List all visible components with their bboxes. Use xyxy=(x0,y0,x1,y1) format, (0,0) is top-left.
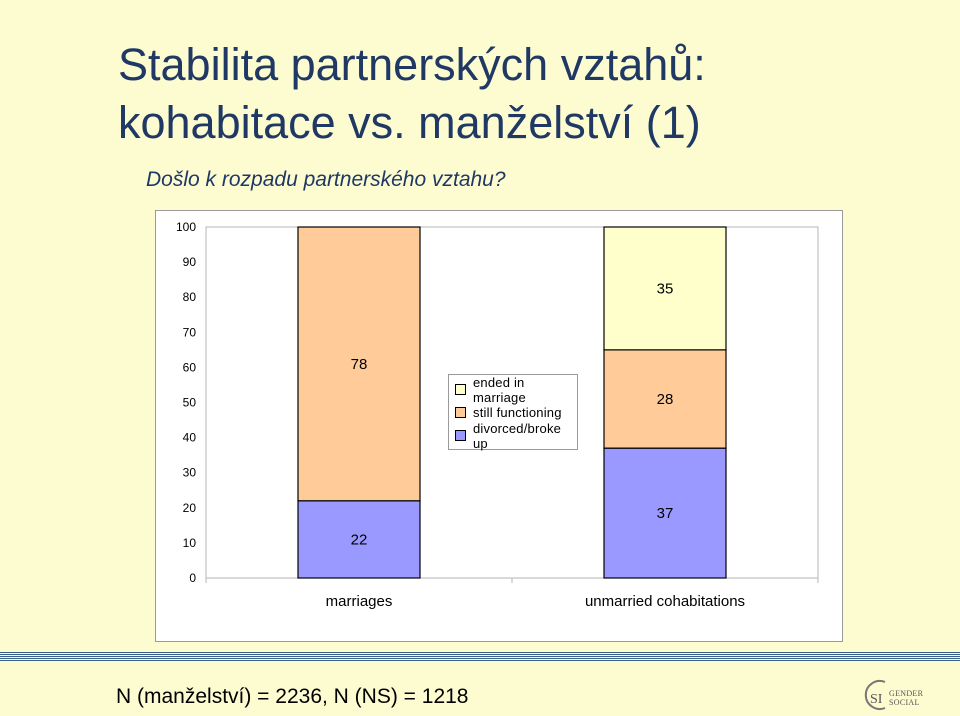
y-tick-label-60: 60 xyxy=(183,360,197,374)
bar-1-ended-in-marriage xyxy=(603,226,727,351)
y-tick-label-40: 40 xyxy=(183,431,197,445)
bar-0-still-functioning xyxy=(297,226,421,502)
stacked-bar-chart: 0 10 20 30 40 50 60 70 80 90 100 22 78 marriages 37 28 3… xyxy=(176,220,819,610)
y-tick-label-70: 70 xyxy=(183,325,197,339)
x-category-label-0: marriages xyxy=(326,593,393,610)
x-category-label-1: unmarried cohabitations xyxy=(585,593,745,610)
logo-mark: SI xyxy=(870,692,883,707)
slide-subtitle: Došlo k rozpadu partnerského vztahu? xyxy=(146,168,506,191)
bar-0-divorced-broke-up xyxy=(297,500,421,579)
y-tick-label-90: 90 xyxy=(183,255,197,269)
data-label-1-1: 28 xyxy=(657,391,674,408)
legend-swatch-divorced-broke-up xyxy=(455,430,466,441)
slide-title-line-2: kohabitace vs. manželství (1) xyxy=(118,97,701,148)
legend-item-divorced-broke-up: divorced/broke up xyxy=(449,421,577,451)
gender-social-logo: SI xyxy=(864,680,886,710)
legend-label-ended-in-marriage: ended in marriage xyxy=(473,374,526,405)
y-tick-label-0: 0 xyxy=(189,571,196,585)
slide-title: Stabilita partnerských vztahů: kohabitac… xyxy=(118,36,938,152)
footer-divider xyxy=(0,652,960,661)
bar-1-still-functioning xyxy=(603,349,727,449)
legend-label-still-functioning: still functioning xyxy=(473,405,562,420)
data-label-1-2: 35 xyxy=(657,280,674,297)
chart-legend: ended in marriage still functioning divo… xyxy=(448,374,578,451)
legend-item-still-functioning: still functioning xyxy=(449,401,577,424)
logo-text: GENDER SOCIAL xyxy=(889,689,923,707)
chart-area: 0 10 20 30 40 50 60 70 80 90 100 22 78 marriages 37 28 3… xyxy=(155,210,843,642)
data-label-0-1: 78 xyxy=(351,356,368,373)
data-label-0-0: 22 xyxy=(351,531,368,548)
slide-title-line-1: Stabilita partnerských vztahů: xyxy=(118,39,706,90)
legend-label-divorced-broke-up: divorced/broke up xyxy=(473,420,562,451)
legend-swatch-still-functioning xyxy=(455,407,466,418)
y-tick-label-100: 100 xyxy=(176,220,196,234)
bar-1-divorced-broke-up xyxy=(603,447,727,579)
data-label-1-0: 37 xyxy=(657,505,674,522)
y-tick-label-10: 10 xyxy=(183,536,197,550)
logo-text-line-2: SOCIAL xyxy=(889,698,920,707)
sample-size-note: N (manželství) = 2236, N (NS) = 1218 xyxy=(116,685,469,708)
y-tick-label-20: 20 xyxy=(183,501,197,515)
y-tick-label-80: 80 xyxy=(183,290,197,304)
legend-item-ended-in-marriage: ended in marriage xyxy=(449,375,577,405)
y-tick-label-50: 50 xyxy=(183,396,197,410)
logo-text-line-1: GENDER xyxy=(889,689,924,698)
y-tick-label-30: 30 xyxy=(183,466,197,480)
legend-swatch-ended-in-marriage xyxy=(455,384,466,395)
